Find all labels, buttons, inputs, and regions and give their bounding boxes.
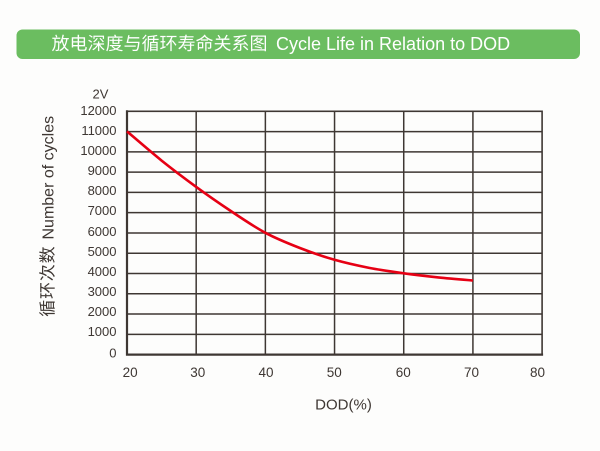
- svg-text:DOD(%): DOD(%): [315, 397, 372, 414]
- svg-text:7000: 7000: [88, 203, 117, 218]
- svg-text:2000: 2000: [88, 304, 117, 319]
- svg-text:8000: 8000: [88, 183, 117, 198]
- svg-text:50: 50: [327, 365, 342, 380]
- svg-text:Cycle Life in Relation to DOD: Cycle Life in Relation to DOD: [276, 34, 510, 54]
- svg-text:70: 70: [464, 365, 479, 380]
- svg-text:6000: 6000: [88, 224, 117, 239]
- svg-text:40: 40: [258, 365, 273, 380]
- svg-text:0: 0: [109, 346, 116, 361]
- svg-text:5000: 5000: [88, 244, 117, 259]
- svg-text:9000: 9000: [88, 163, 117, 178]
- svg-text:80: 80: [530, 365, 545, 380]
- svg-text:4000: 4000: [88, 264, 117, 279]
- svg-text:11000: 11000: [81, 123, 116, 138]
- svg-text:2V: 2V: [93, 87, 109, 102]
- svg-text:3000: 3000: [88, 284, 117, 299]
- svg-text:1000: 1000: [88, 324, 117, 339]
- svg-text:Number of cycles: Number of cycles: [40, 116, 57, 240]
- svg-text:10000: 10000: [80, 143, 116, 158]
- svg-text:30: 30: [190, 365, 205, 380]
- svg-text:20: 20: [123, 365, 138, 380]
- svg-text:12000: 12000: [80, 103, 116, 118]
- svg-text:60: 60: [396, 365, 411, 380]
